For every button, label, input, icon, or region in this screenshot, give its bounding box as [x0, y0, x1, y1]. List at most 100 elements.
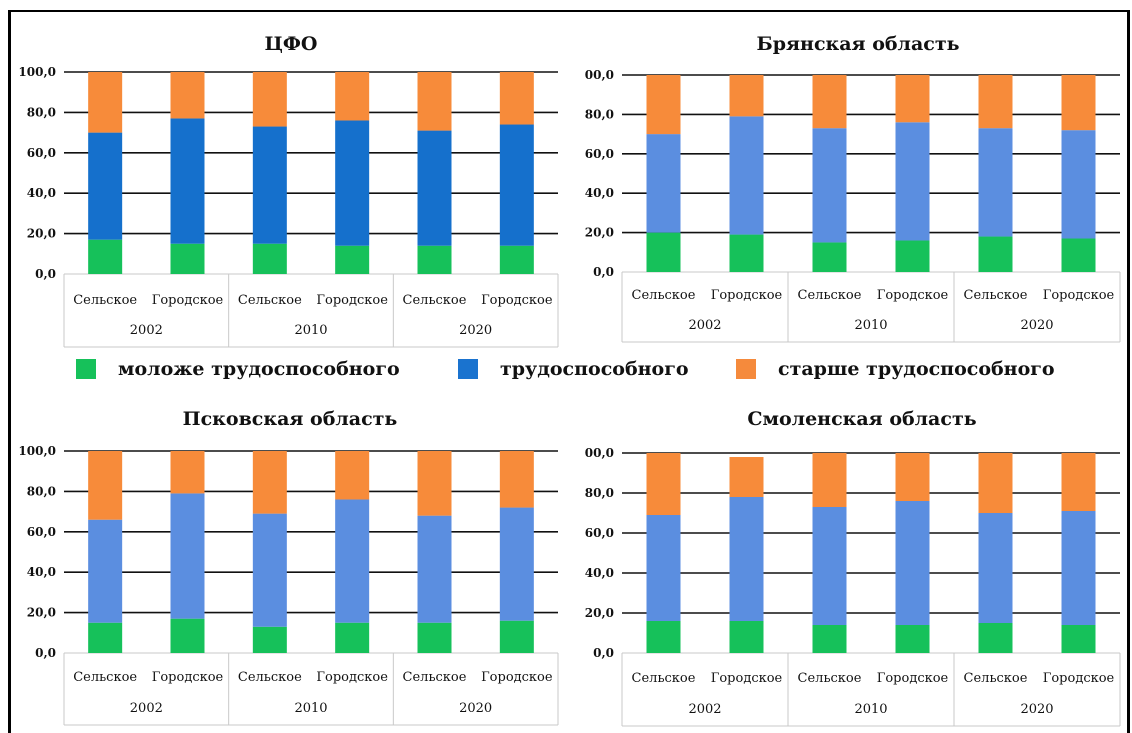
- legend-item-young: моложе трудоспособного: [76, 358, 400, 380]
- bar-old: [88, 72, 123, 133]
- bar-young: [499, 620, 534, 653]
- y-tick-label: 60,0: [27, 146, 56, 160]
- chart-title: Брянская область: [756, 33, 959, 55]
- category-label: Городское: [152, 293, 224, 308]
- group-label: 2010: [854, 318, 887, 333]
- legend-swatch-working: [458, 359, 478, 379]
- bar-old: [646, 453, 681, 515]
- bar-old: [170, 72, 205, 119]
- group-label: 2020: [459, 323, 492, 338]
- category-label: Сельское: [632, 288, 696, 303]
- category-label: Городское: [1043, 288, 1115, 303]
- category-label: Городское: [1043, 671, 1115, 686]
- group-label: 2020: [1020, 318, 1053, 333]
- y-tick-label: 40,0: [585, 566, 614, 580]
- bar-young: [1061, 625, 1096, 653]
- y-tick-label: 00,0: [585, 446, 614, 460]
- bar-young: [729, 234, 764, 272]
- bar-young: [335, 245, 370, 274]
- bar-young: [170, 618, 205, 653]
- bar-young: [252, 626, 287, 653]
- category-label: Сельское: [73, 670, 137, 685]
- bar-working: [170, 493, 205, 619]
- category-label: Сельское: [73, 293, 137, 308]
- category-label: Городское: [877, 288, 949, 303]
- bar-young: [1061, 238, 1096, 272]
- bar-working: [646, 515, 681, 621]
- bar-young: [499, 245, 534, 274]
- category-label: Городское: [481, 670, 553, 685]
- bar-young: [812, 242, 847, 272]
- category-label: Сельское: [632, 671, 696, 686]
- legend-item-working: трудоспособного: [458, 358, 689, 380]
- bar-old: [812, 453, 847, 507]
- bar-old: [895, 453, 930, 501]
- bar-old: [252, 451, 287, 514]
- chart-title: ЦФО: [265, 33, 318, 55]
- bar-young: [417, 245, 452, 274]
- bar-working: [729, 116, 764, 235]
- bar-old: [646, 75, 681, 135]
- y-tick-label: 80,0: [27, 484, 56, 498]
- category-label: Сельское: [403, 293, 467, 308]
- bar-working: [417, 130, 452, 246]
- bar-old: [895, 75, 930, 123]
- y-tick-label: 0,0: [35, 267, 56, 281]
- chart-pskov: Псковская область 0,0 20,0 40,0 60,0 80,0 100,…: [18, 408, 559, 726]
- bar-working: [335, 120, 370, 246]
- bar-old: [252, 72, 287, 127]
- bar-working: [252, 513, 287, 627]
- group-label: 2002: [688, 702, 721, 717]
- bar-working: [88, 132, 123, 240]
- y-tick-label: 00,0: [585, 68, 614, 82]
- chart-title: Смоленская область: [747, 408, 976, 430]
- bar-working: [978, 128, 1013, 237]
- bar-working: [88, 519, 123, 623]
- category-label: Сельское: [798, 671, 862, 686]
- chart-smolensk: Смоленская область 0,0 20,0 40,0 60,0 80,0 00,…: [585, 408, 1121, 727]
- bar-old: [499, 72, 534, 125]
- bar-old: [729, 75, 764, 117]
- bar-old: [978, 453, 1013, 513]
- bar-old: [1061, 75, 1096, 131]
- y-tick-label: 0,0: [35, 646, 56, 660]
- y-tick-label: 0,0: [593, 265, 614, 279]
- bar-working: [1061, 130, 1096, 239]
- y-tick-label: 20,0: [27, 606, 56, 620]
- y-tick-label: 80,0: [585, 486, 614, 500]
- bar-working: [895, 122, 930, 241]
- legend-label-young: моложе трудоспособного: [118, 358, 400, 380]
- frame-edge-top: [8, 10, 1128, 12]
- bar-working: [252, 126, 287, 244]
- bar-young: [170, 243, 205, 274]
- bar-young: [335, 622, 370, 653]
- bar-working: [646, 134, 681, 233]
- bar-old: [335, 72, 370, 121]
- group-label: 2002: [130, 323, 163, 338]
- category-label: Городское: [481, 293, 553, 308]
- bar-working: [170, 118, 205, 244]
- group-label: 2010: [294, 323, 327, 338]
- bar-young: [646, 232, 681, 272]
- bar-working: [812, 128, 847, 243]
- chart-bryansk: Брянская область 0,0 20,0 40,0 60,0 80,0 00,0 2…: [585, 33, 1121, 343]
- y-tick-label: 80,0: [585, 107, 614, 121]
- bar-old: [335, 451, 370, 500]
- bar-old: [417, 72, 452, 131]
- legend-item-old: старше трудоспособного: [736, 358, 1055, 380]
- y-tick-label: 40,0: [27, 186, 56, 200]
- bar-young: [812, 625, 847, 653]
- bar-working: [812, 507, 847, 625]
- y-tick-label: 40,0: [27, 565, 56, 579]
- chart-cfo: ЦФО 0,0 20,0 40,0 60,0 80,0 100,0 2002 2010 2020 С…: [18, 33, 559, 348]
- bar-working: [417, 515, 452, 623]
- group-label: 2020: [1020, 702, 1053, 717]
- bar-old: [170, 451, 205, 494]
- category-label: Сельское: [238, 293, 302, 308]
- y-tick-label: 20,0: [585, 226, 614, 240]
- category-label: Сельское: [798, 288, 862, 303]
- bar-working: [499, 507, 534, 621]
- bar-young: [978, 623, 1013, 653]
- group-label: 2010: [294, 701, 327, 716]
